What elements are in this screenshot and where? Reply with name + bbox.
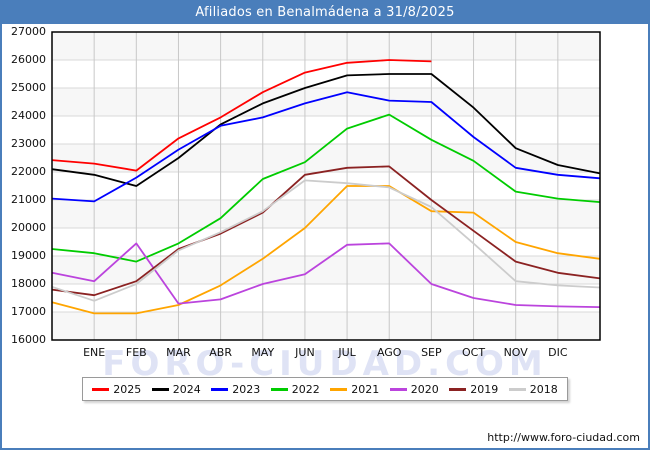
- chart-legend: 2025 2024 2023 2022 2021 2020 2019 2018: [82, 377, 568, 401]
- legend-swatch-icon: [92, 387, 110, 391]
- x-axis-tick-label-sep: SEP: [421, 346, 442, 359]
- x-axis-tick-label-feb: FEB: [125, 346, 147, 359]
- page-title: Afiliados en Benalmádena a 31/8/2025: [195, 5, 455, 20]
- plot-band: [52, 312, 600, 340]
- legend-item-2022[interactable]: 2022: [270, 382, 320, 396]
- legend-item-label: 2025: [113, 382, 142, 396]
- legend-swatch-icon: [389, 387, 407, 391]
- legend-swatch-icon: [270, 387, 288, 391]
- chart-area: FORO-CIUDAD.COM 27000 26000 25000 24000 2300…: [2, 24, 648, 448]
- x-axis-tick-label-abr: ABR: [209, 346, 232, 359]
- source-url: http://www.foro-ciudad.com: [487, 431, 640, 444]
- legend-item-label: 2020: [410, 382, 439, 396]
- series-line-2019: [51, 165, 601, 297]
- y-axis-tick-label: 16000: [11, 333, 46, 346]
- series-line-2018: [51, 179, 601, 302]
- y-axis-tick-label: 22000: [11, 165, 46, 178]
- y-axis-tick-label: 25000: [11, 81, 46, 94]
- legend-item-label: 2022: [291, 382, 320, 396]
- y-axis-tick-label: 17000: [11, 305, 46, 318]
- y-axis-tick-label: 19000: [11, 249, 46, 262]
- data-series-layer: [51, 59, 601, 315]
- y-axis-tick-label: 26000: [11, 53, 46, 66]
- y-axis-tick-label: 23000: [11, 137, 46, 150]
- x-axis-tick-label-dic: DIC: [548, 346, 568, 359]
- plot-frame: [51, 31, 601, 341]
- plot-band: [52, 200, 600, 228]
- x-axis-tick-label-ene: ENE: [83, 346, 106, 359]
- legend-swatch-icon: [211, 387, 229, 391]
- legend-swatch-icon: [508, 387, 526, 391]
- legend-item-label: 2024: [172, 382, 201, 396]
- x-axis-tick-label-jul: JUL: [338, 346, 356, 359]
- x-axis-tick-label-may: MAY: [251, 346, 275, 359]
- window-title-bar: Afiliados en Benalmádena a 31/8/2025: [2, 2, 648, 24]
- legend-item-2025[interactable]: 2025: [92, 383, 141, 396]
- legend-item-label: 2023: [232, 382, 261, 396]
- legend-item-2021[interactable]: 2021: [330, 383, 379, 396]
- legend-swatch-icon: [330, 387, 348, 391]
- legend-item-2024[interactable]: 2024: [151, 382, 201, 396]
- x-axis-tick-label-ago: AGO: [376, 346, 402, 359]
- series-line-2020: [51, 242, 601, 308]
- x-axis-tick-label-nov: NOV: [503, 346, 528, 359]
- legend-item-2023[interactable]: 2023: [211, 383, 260, 396]
- x-axis-tick-label-mar: MAR: [166, 346, 191, 359]
- series-line-2025: [51, 59, 432, 172]
- y-axis-tick-label: 18000: [11, 277, 46, 290]
- series-line-2021: [51, 185, 601, 315]
- y-axis-tick-label: 24000: [11, 109, 46, 122]
- y-axis-tick-label: 20000: [11, 221, 46, 234]
- legend-item-2018[interactable]: 2018: [508, 382, 558, 396]
- x-axis-tick-label-oct: OCT: [462, 346, 486, 359]
- y-axis-tick-label: 21000: [11, 193, 46, 206]
- plot-band: [52, 144, 600, 172]
- plot-band: [52, 32, 600, 60]
- legend-item-2019[interactable]: 2019: [449, 383, 498, 396]
- legend-swatch-icon: [449, 387, 467, 391]
- series-line-2023: [51, 91, 601, 203]
- legend-swatch-icon: [151, 387, 169, 391]
- series-line-2024: [51, 73, 601, 187]
- legend-item-2020[interactable]: 2020: [389, 382, 439, 396]
- legend-item-label: 2021: [351, 382, 380, 396]
- series-line-2022: [51, 113, 601, 263]
- y-axis-tick-label: 27000: [11, 25, 46, 38]
- x-axis-tick-label-jun: JUN: [295, 346, 315, 359]
- plot-band: [52, 88, 600, 116]
- chart-plot-svg: [51, 31, 601, 341]
- legend-item-label: 2019: [470, 382, 499, 396]
- legend-item-label: 2018: [529, 382, 558, 396]
